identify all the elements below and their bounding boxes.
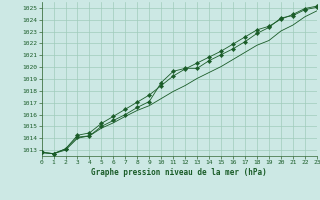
X-axis label: Graphe pression niveau de la mer (hPa): Graphe pression niveau de la mer (hPa) bbox=[91, 168, 267, 177]
